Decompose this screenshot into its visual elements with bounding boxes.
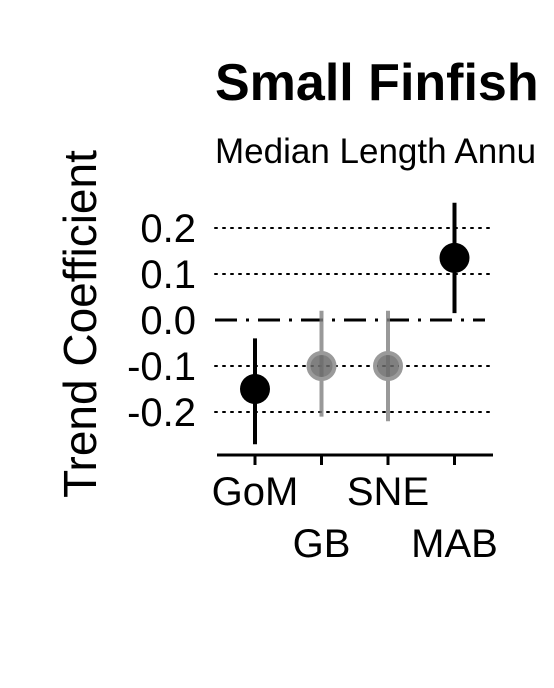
y-tick-label: 0.0 bbox=[140, 299, 196, 343]
x-tick-label: GB bbox=[293, 522, 351, 566]
x-tick-label: GoM bbox=[212, 470, 299, 514]
chart-subtitle: Median Length Annu bbox=[215, 132, 536, 171]
data-point bbox=[373, 351, 403, 381]
y-tick-label: -0.2 bbox=[127, 391, 196, 435]
y-tick-label: 0.1 bbox=[140, 253, 196, 297]
x-tick-label: SNE bbox=[347, 470, 429, 514]
data-point bbox=[306, 351, 337, 381]
y-axis-label: Trend Coefficient bbox=[54, 150, 106, 498]
data-point bbox=[240, 374, 270, 404]
data-point bbox=[439, 242, 470, 273]
x-tick-label: MAB bbox=[411, 522, 498, 566]
chart-title: Small Finfish bbox=[215, 54, 539, 112]
y-tick-label: -0.1 bbox=[127, 345, 196, 389]
plot-area: 0.20.10.0-0.1-0.2 GoM GB SNE MAB bbox=[127, 202, 498, 566]
y-tick-label: 0.2 bbox=[140, 207, 196, 251]
